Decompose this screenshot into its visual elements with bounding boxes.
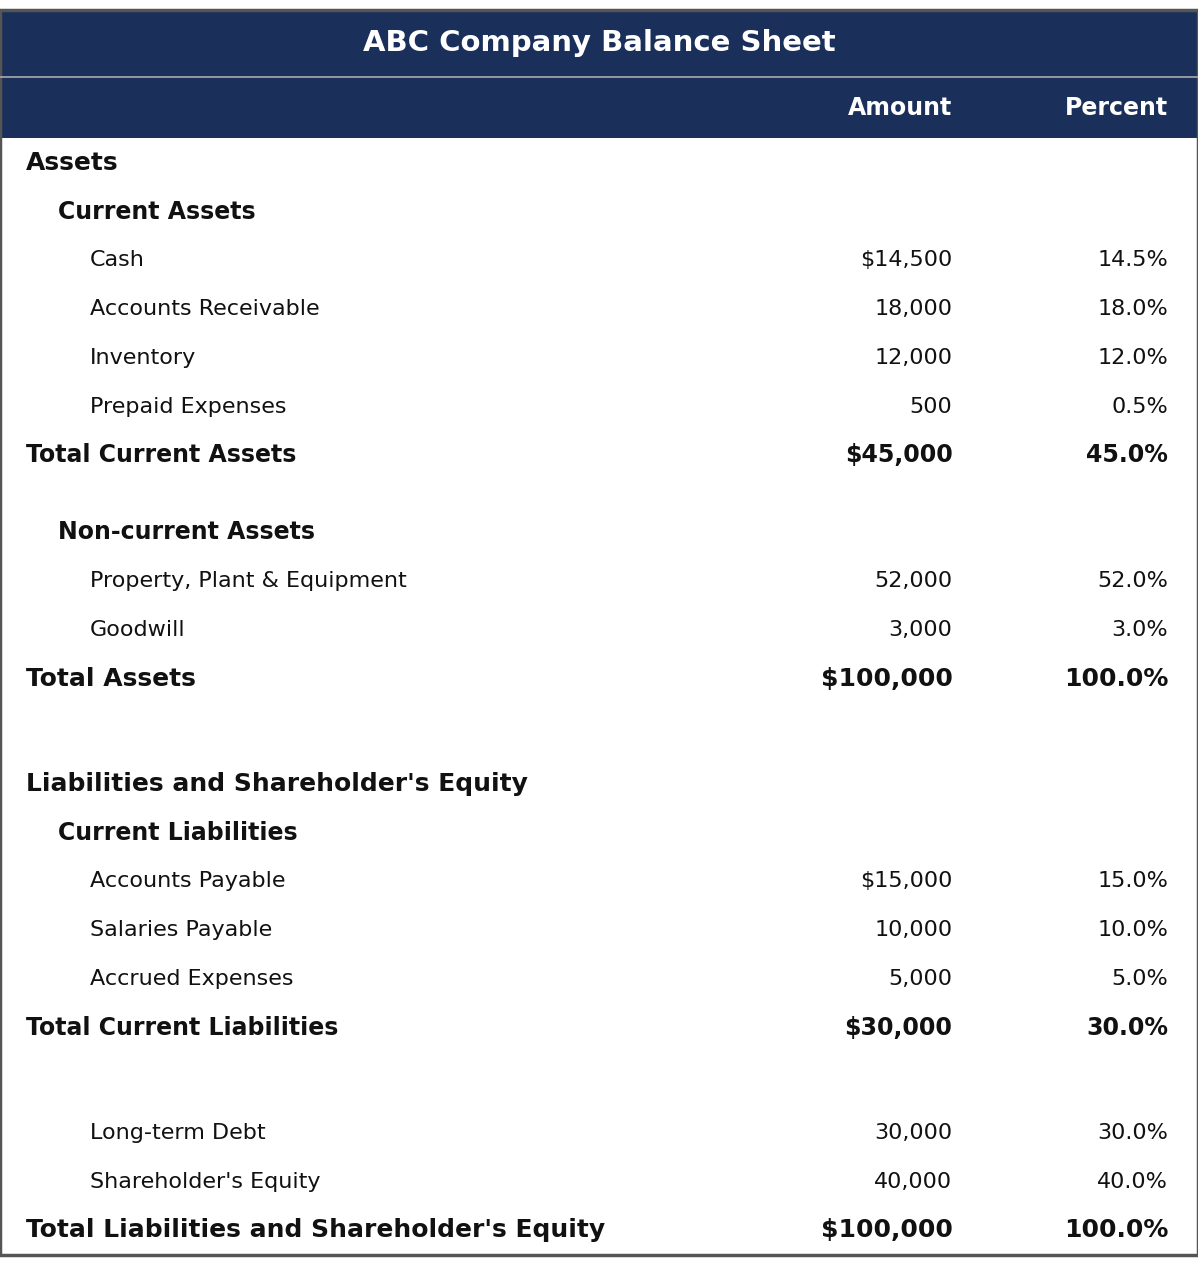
- Text: 40,000: 40,000: [875, 1171, 952, 1192]
- Text: 45.0%: 45.0%: [1087, 444, 1168, 467]
- Text: Accrued Expenses: Accrued Expenses: [90, 969, 294, 989]
- Text: 100.0%: 100.0%: [1064, 667, 1168, 691]
- Text: Prepaid Expenses: Prepaid Expenses: [90, 397, 286, 416]
- Text: $45,000: $45,000: [845, 444, 952, 467]
- Text: Amount: Amount: [848, 96, 952, 120]
- Text: Percent: Percent: [1065, 96, 1168, 120]
- Text: 500: 500: [909, 397, 952, 416]
- Text: Shareholder's Equity: Shareholder's Equity: [90, 1171, 320, 1192]
- Text: Accounts Receivable: Accounts Receivable: [90, 299, 320, 319]
- Text: 12.0%: 12.0%: [1097, 348, 1168, 368]
- Text: Total Assets: Total Assets: [26, 667, 196, 691]
- Text: $14,500: $14,500: [860, 250, 952, 271]
- Text: 10.0%: 10.0%: [1097, 920, 1168, 940]
- Text: Inventory: Inventory: [90, 348, 196, 368]
- Text: 18,000: 18,000: [875, 299, 952, 319]
- Text: Assets: Assets: [26, 151, 119, 175]
- Text: $100,000: $100,000: [821, 667, 952, 691]
- Text: 18.0%: 18.0%: [1097, 299, 1168, 319]
- Text: 3.0%: 3.0%: [1112, 620, 1168, 640]
- Text: $100,000: $100,000: [821, 1218, 952, 1242]
- Text: Total Liabilities and Shareholder's Equity: Total Liabilities and Shareholder's Equi…: [26, 1218, 605, 1242]
- Text: Liabilities and Shareholder's Equity: Liabilities and Shareholder's Equity: [26, 772, 528, 796]
- Text: 10,000: 10,000: [875, 920, 952, 940]
- Text: Current Liabilities: Current Liabilities: [58, 821, 297, 845]
- Bar: [0, 10, 1198, 77]
- Text: Property, Plant & Equipment: Property, Plant & Equipment: [90, 572, 406, 591]
- Text: Goodwill: Goodwill: [90, 620, 186, 640]
- Text: $30,000: $30,000: [845, 1016, 952, 1040]
- Text: 30.0%: 30.0%: [1097, 1123, 1168, 1144]
- Text: 100.0%: 100.0%: [1064, 1218, 1168, 1242]
- Text: 30.0%: 30.0%: [1087, 1016, 1168, 1040]
- Text: Current Assets: Current Assets: [58, 200, 255, 224]
- Text: 3,000: 3,000: [889, 620, 952, 640]
- Text: Non-current Assets: Non-current Assets: [58, 520, 315, 544]
- Text: 5,000: 5,000: [889, 969, 952, 989]
- Text: ABC Company Balance Sheet: ABC Company Balance Sheet: [363, 29, 835, 57]
- Text: Long-term Debt: Long-term Debt: [90, 1123, 266, 1144]
- Text: 40.0%: 40.0%: [1097, 1171, 1168, 1192]
- Text: 52,000: 52,000: [875, 572, 952, 591]
- Text: Accounts Payable: Accounts Payable: [90, 872, 285, 892]
- Text: Total Current Assets: Total Current Assets: [26, 444, 297, 467]
- Text: 52.0%: 52.0%: [1097, 572, 1168, 591]
- Text: Total Current Liabilities: Total Current Liabilities: [26, 1016, 339, 1040]
- Text: 5.0%: 5.0%: [1112, 969, 1168, 989]
- Text: 30,000: 30,000: [875, 1123, 952, 1144]
- Bar: [0, 77, 1198, 138]
- Text: 12,000: 12,000: [875, 348, 952, 368]
- Text: 0.5%: 0.5%: [1112, 397, 1168, 416]
- Text: 14.5%: 14.5%: [1097, 250, 1168, 271]
- Text: $15,000: $15,000: [860, 872, 952, 892]
- Text: Cash: Cash: [90, 250, 145, 271]
- Text: Salaries Payable: Salaries Payable: [90, 920, 272, 940]
- Text: 15.0%: 15.0%: [1097, 872, 1168, 892]
